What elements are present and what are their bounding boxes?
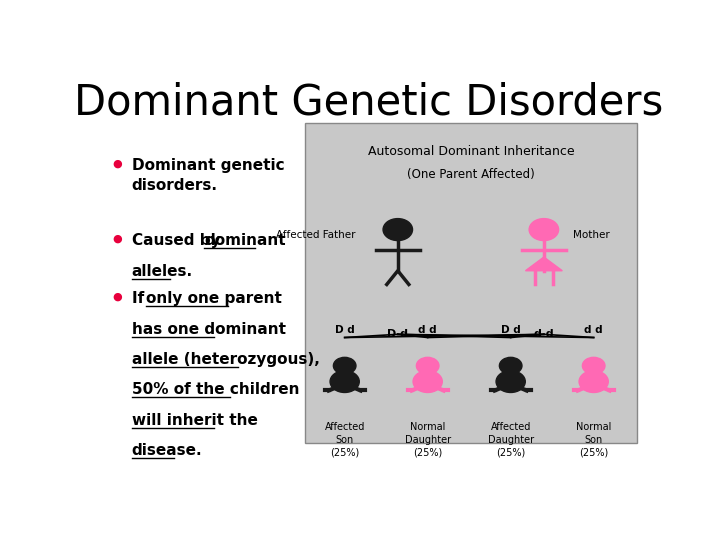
Polygon shape (526, 257, 562, 271)
Text: (One Parent Affected): (One Parent Affected) (407, 168, 535, 181)
Circle shape (413, 370, 442, 393)
Circle shape (330, 370, 359, 393)
Text: Autosomal Dominant Inheritance: Autosomal Dominant Inheritance (367, 145, 574, 158)
Text: ●: ● (112, 292, 122, 301)
Text: 50% of the children: 50% of the children (132, 382, 300, 397)
Text: Dominant Genetic Disorders: Dominant Genetic Disorders (74, 82, 664, 124)
Circle shape (383, 219, 413, 240)
Text: alleles.: alleles. (132, 264, 193, 279)
Text: If: If (132, 292, 149, 306)
Circle shape (416, 357, 439, 374)
Circle shape (500, 357, 522, 374)
Circle shape (333, 357, 356, 374)
Text: will inherit the: will inherit the (132, 413, 258, 428)
Text: d d: d d (585, 325, 603, 334)
Circle shape (529, 219, 559, 240)
Text: d d: d d (418, 325, 437, 334)
Text: Dominant genetic
disorders.: Dominant genetic disorders. (132, 158, 284, 193)
Text: dominant: dominant (204, 233, 286, 248)
Text: ●: ● (112, 158, 122, 168)
Text: only one parent: only one parent (145, 292, 282, 306)
Circle shape (496, 370, 526, 393)
Circle shape (579, 370, 608, 393)
Text: D d: D d (335, 325, 354, 334)
FancyBboxPatch shape (305, 123, 637, 443)
Text: d d: d d (534, 329, 554, 339)
Text: Normal
Son
(25%): Normal Son (25%) (576, 422, 611, 457)
Text: Affected
Daughter
(25%): Affected Daughter (25%) (487, 422, 534, 457)
Text: D d: D d (387, 329, 408, 339)
Text: D d: D d (501, 325, 521, 334)
Text: allele (heterozygous),: allele (heterozygous), (132, 352, 320, 367)
Text: disease.: disease. (132, 443, 202, 458)
Text: ●: ● (112, 233, 122, 243)
Text: Caused by: Caused by (132, 233, 226, 248)
Circle shape (582, 357, 605, 374)
Text: has one dominant: has one dominant (132, 322, 286, 337)
Text: Normal
Daughter
(25%): Normal Daughter (25%) (405, 422, 451, 457)
Text: Mother: Mother (573, 230, 610, 240)
Text: Affected
Son
(25%): Affected Son (25%) (325, 422, 365, 457)
Text: Affected Father: Affected Father (276, 230, 356, 240)
